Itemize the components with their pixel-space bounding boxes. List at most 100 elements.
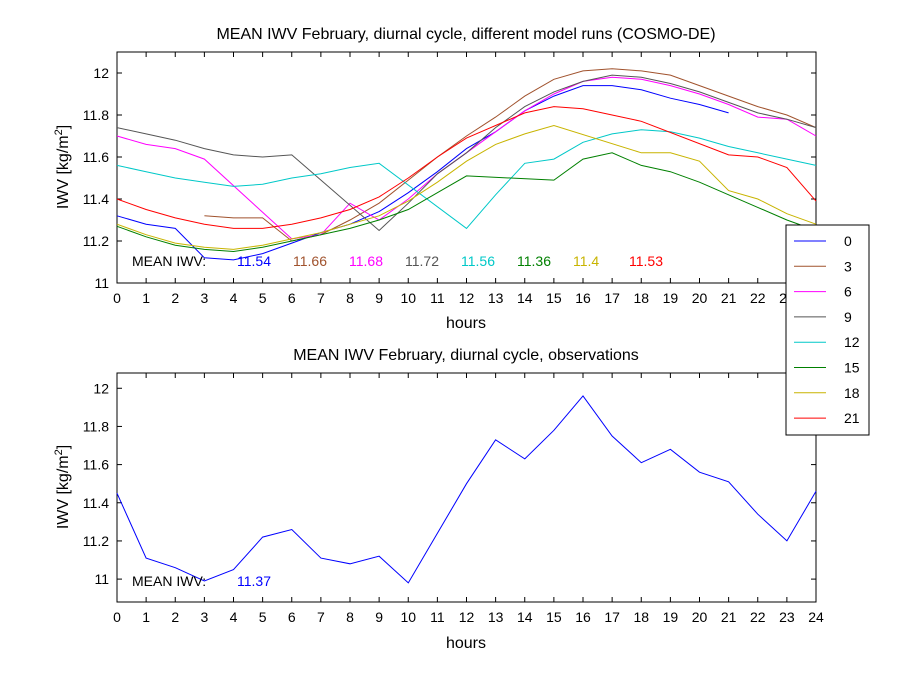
mean-value: 11.56 — [461, 253, 495, 269]
y-axis-label-end: ] — [55, 445, 72, 449]
x-tick-label: 22 — [750, 290, 766, 306]
plot-area-frame — [116, 372, 817, 603]
x-tick-label: 13 — [488, 609, 504, 625]
x-tick-label: 12 — [459, 609, 475, 625]
x-tick-label: 22 — [750, 609, 766, 625]
x-tick-label: 3 — [200, 290, 208, 306]
x-tick-label: 11 — [430, 290, 445, 306]
x-tick-label: 14 — [517, 290, 533, 306]
y-axis-ticks: 11 11.2 11.4 11.6 11.8 12 — [83, 65, 816, 291]
x-tick-label: 14 — [517, 609, 533, 625]
series-lines — [116, 68, 817, 261]
series-line-12 — [116, 129, 817, 230]
x-tick-label: 11 — [430, 609, 445, 625]
series-line-9 — [116, 74, 817, 232]
x-tick-label: 8 — [346, 290, 354, 306]
series-line-6 — [116, 76, 817, 240]
series-line-0 — [116, 85, 729, 261]
x-tick-label: 7 — [317, 290, 325, 306]
mean-value: 11.68 — [349, 253, 383, 269]
y-axis-label-main: IWV [kg/m — [55, 455, 72, 529]
legend-entry: 0 — [844, 233, 852, 249]
series-line-18 — [116, 124, 817, 250]
mean-value: 11.36 — [517, 253, 551, 269]
x-tick-label: 23 — [779, 609, 795, 625]
y-axis-label: IWV [kg/m2] — [53, 445, 72, 529]
legend-entry: 6 — [844, 284, 852, 300]
legend: 0 3 6 9 12 15 18 21 — [785, 224, 870, 436]
y-tick-label: 11.4 — [83, 495, 109, 511]
x-tick-label: 9 — [375, 290, 383, 306]
mean-value: 11.66 — [293, 253, 327, 269]
y-tick-label: 11.6 — [83, 149, 109, 165]
x-tick-label: 9 — [375, 609, 383, 625]
legend-entry: 9 — [844, 309, 852, 325]
x-tick-label: 7 — [317, 609, 325, 625]
x-tick-label: 18 — [633, 609, 649, 625]
x-axis-label: hours — [446, 635, 486, 652]
x-tick-label: 15 — [546, 609, 562, 625]
x-tick-label: 21 — [721, 609, 737, 625]
x-tick-label: 6 — [288, 290, 296, 306]
mean-iwv-label: MEAN IWV: — [132, 573, 206, 589]
y-tick-label: 11 — [94, 275, 109, 291]
legend-entry: 15 — [844, 360, 860, 376]
y-tick-label: 11.4 — [83, 191, 109, 207]
y-tick-label: 12 — [93, 380, 109, 396]
chart-title: MEAN IWV February, diurnal cycle, observ… — [293, 347, 639, 364]
series-line-15 — [116, 152, 817, 253]
y-tick-label: 12 — [93, 65, 109, 81]
y-axis-label-sup: 2 — [53, 129, 65, 135]
x-tick-label: 12 — [459, 290, 475, 306]
x-tick-label: 20 — [692, 290, 708, 306]
legend-box — [785, 224, 870, 436]
x-tick-label: 1 — [142, 609, 150, 625]
x-tick-label: 18 — [633, 290, 649, 306]
y-tick-label: 11 — [94, 571, 109, 587]
x-axis-label: hours — [446, 315, 486, 332]
y-tick-label: 11.8 — [83, 418, 109, 434]
chart-title: MEAN IWV February, diurnal cycle, differ… — [216, 26, 715, 43]
x-tick-label: 2 — [171, 290, 179, 306]
model-runs-chart: MEAN IWV February, diurnal cycle, differ… — [53, 26, 824, 332]
mean-labels: MEAN IWV: 11.37 — [132, 573, 271, 589]
x-tick-label: 17 — [604, 290, 620, 306]
x-tick-label: 5 — [259, 609, 267, 625]
y-tick-label: 11.8 — [83, 107, 109, 123]
x-tick-label: 6 — [288, 609, 296, 625]
y-tick-label: 11.2 — [83, 533, 109, 549]
x-tick-label: 10 — [400, 290, 416, 306]
mean-iwv-label: MEAN IWV: — [132, 253, 206, 269]
x-tick-label: 1 — [142, 290, 150, 306]
x-tick-label: 15 — [546, 290, 562, 306]
legend-entry: 18 — [844, 385, 860, 401]
legend-entry: 21 — [844, 410, 860, 426]
legend-entry: 3 — [844, 258, 852, 274]
x-tick-label: 16 — [575, 609, 591, 625]
x-tick-label: 21 — [721, 290, 737, 306]
y-axis-label-main: IWV [kg/m — [55, 135, 72, 209]
x-tick-label: 10 — [400, 609, 416, 625]
x-tick-label: 5 — [259, 290, 267, 306]
mean-value: 11.53 — [629, 253, 663, 269]
x-tick-label: 17 — [604, 609, 620, 625]
x-tick-label: 8 — [346, 609, 354, 625]
x-tick-label: 4 — [230, 609, 238, 625]
x-tick-label: 4 — [230, 290, 238, 306]
y-axis-label: IWV [kg/m2] — [53, 125, 72, 209]
y-tick-label: 11.2 — [83, 233, 109, 249]
x-tick-label: 2 — [171, 609, 179, 625]
x-tick-label: 0 — [113, 290, 121, 306]
mean-value: 11.37 — [237, 573, 271, 589]
mean-value: 11.54 — [237, 253, 271, 269]
mean-value: 11.4 — [573, 253, 599, 269]
plot-area-frame — [116, 51, 817, 284]
x-tick-label: 0 — [113, 609, 121, 625]
mean-labels: MEAN IWV: 11.54 11.66 11.68 11.72 11.56 11.36 1… — [132, 253, 663, 269]
legend-entry: 12 — [844, 334, 860, 350]
x-tick-label: 24 — [808, 609, 824, 625]
x-tick-label: 20 — [692, 609, 708, 625]
